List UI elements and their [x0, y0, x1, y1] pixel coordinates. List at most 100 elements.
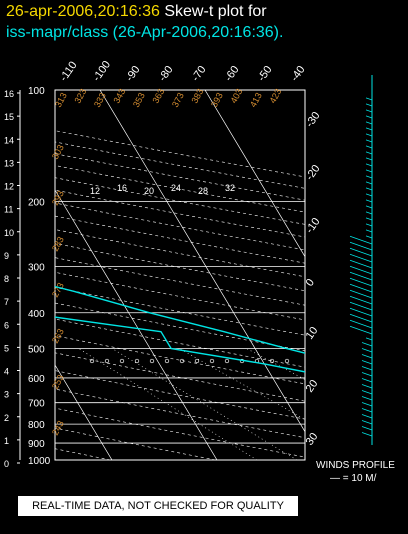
right-temperature-label: -20 [304, 163, 323, 183]
wind-barb [365, 169, 373, 173]
isotherm-line [55, 364, 113, 460]
right-temperature-label: 30 [304, 431, 321, 448]
dewpoint-line [55, 316, 305, 373]
moist-adiabat-marker [269, 358, 275, 364]
wind-barb [365, 211, 373, 215]
winds-profile-title: WINDS PROFILE [316, 460, 395, 471]
mixing-ratio-label: 32 [225, 183, 235, 193]
dry-adiabat-label: 393 [209, 91, 225, 109]
mixing-ratio-label: 24 [171, 183, 181, 193]
wind-barb [349, 295, 373, 305]
wind-barb [361, 390, 373, 395]
wind-barb [365, 181, 373, 185]
height-tick-label: 4 [4, 367, 9, 377]
isotherm-line [204, 90, 305, 258]
moist-adiabat-marker [194, 358, 200, 364]
wind-barb [365, 133, 373, 137]
height-tick-label: 10 [4, 228, 14, 238]
wind-barb [361, 414, 373, 419]
moist-adiabat-marker [149, 358, 155, 364]
wind-barb [365, 163, 373, 167]
wind-barb [365, 151, 373, 155]
winds-profile-scale: — = 10 M/ [330, 473, 377, 484]
height-tick-label: 5 [4, 343, 9, 353]
wind-barb [349, 253, 373, 263]
wind-barb [365, 109, 373, 113]
height-tick-label: 2 [4, 413, 9, 423]
mixing-ratio-line [179, 348, 305, 420]
plot-border [54, 89, 306, 461]
height-tick-label: 3 [4, 390, 9, 400]
dry-adiabat-label: 303 [50, 143, 66, 161]
wind-barb [349, 235, 373, 245]
dry-adiabat-label: 253 [50, 373, 66, 391]
wind-barb [361, 396, 373, 401]
mixing-ratio-label: 28 [198, 186, 208, 196]
height-tick-label: 12 [4, 182, 14, 192]
moist-adiabat-marker [209, 358, 215, 364]
moist-adiabat-marker [104, 358, 110, 364]
wind-barb [349, 241, 373, 251]
height-tick-label: 1 [4, 436, 9, 446]
wind-barb [361, 354, 373, 359]
wind-barb [349, 271, 373, 281]
height-tick-label: 14 [4, 135, 14, 145]
wind-barb [361, 342, 373, 347]
wind-barb [349, 301, 373, 311]
pressure-tick-label: 800 [28, 420, 45, 431]
chart-title-line-2: iss-mapr/class (26-Apr-2006,20:16:36). [6, 24, 283, 42]
wind-barb [365, 337, 373, 341]
wind-barb [349, 277, 373, 287]
pressure-tick-label: 200 [28, 197, 45, 208]
wind-barb [349, 259, 373, 269]
wind-barb [361, 378, 373, 383]
right-temperature-label: -10 [304, 216, 323, 236]
sounding-lines [55, 285, 305, 373]
title-dataset: iss-mapr/class (26-Apr-2006,20:16:36). [6, 24, 284, 41]
wind-barb [349, 319, 373, 329]
wind-barb [349, 325, 373, 335]
top-temperature-label: -70 [190, 64, 209, 84]
height-tick-label: 11 [4, 205, 13, 215]
top-temperature-label: -40 [289, 64, 308, 84]
isotherm-line [55, 189, 218, 460]
wind-barb [365, 223, 373, 227]
top-temperature-label: -110 [58, 59, 80, 83]
dry-adiabat-line [55, 318, 305, 368]
mixing-ratio-line [381, 349, 408, 460]
top-temperature-label: -90 [124, 64, 143, 84]
dry-adiabat-label: 283 [50, 235, 66, 253]
wind-barb [361, 366, 373, 371]
wind-barb [349, 313, 373, 323]
title-datetime: 26-apr-2006,20:16:36 [6, 3, 160, 20]
dry-adiabat-line [55, 229, 305, 278]
moist-adiabat-marker [224, 358, 230, 364]
wind-barb [365, 145, 373, 149]
wind-barb [365, 187, 373, 191]
height-tick-label: 15 [4, 112, 14, 122]
wind-barb [361, 426, 373, 431]
mixing-ratio-label: 16 [117, 183, 127, 193]
pressure-tick-label: 1000 [28, 456, 51, 467]
wind-barb [349, 265, 373, 275]
height-tick-label: 13 [4, 158, 14, 168]
chart-title-line-1: 26-apr-2006,20:16:36 Skew-t plot for [6, 3, 267, 21]
axis-labels: 1002003004005006007008009001000161514131… [4, 59, 323, 469]
right-temperature-label: 20 [304, 378, 321, 395]
dry-adiabat-label: 243 [50, 419, 66, 437]
wind-barb [361, 408, 373, 413]
wind-barb [365, 157, 373, 161]
dry-adiabat-label: 333 [92, 91, 108, 109]
wind-barb [365, 205, 373, 209]
pressure-tick-label: 300 [28, 263, 45, 274]
wind-barb [361, 402, 373, 407]
dry-adiabat-label: 273 [50, 281, 66, 299]
top-temperature-label: -50 [256, 64, 275, 84]
moist-adiabat-marker [134, 358, 140, 364]
wind-barb [365, 175, 373, 179]
moist-adiabat-marker [179, 358, 185, 364]
moist-adiabat-marker [89, 358, 95, 364]
mixing-ratio-label: 12 [90, 186, 100, 196]
mixing-ratio-line [314, 349, 408, 460]
